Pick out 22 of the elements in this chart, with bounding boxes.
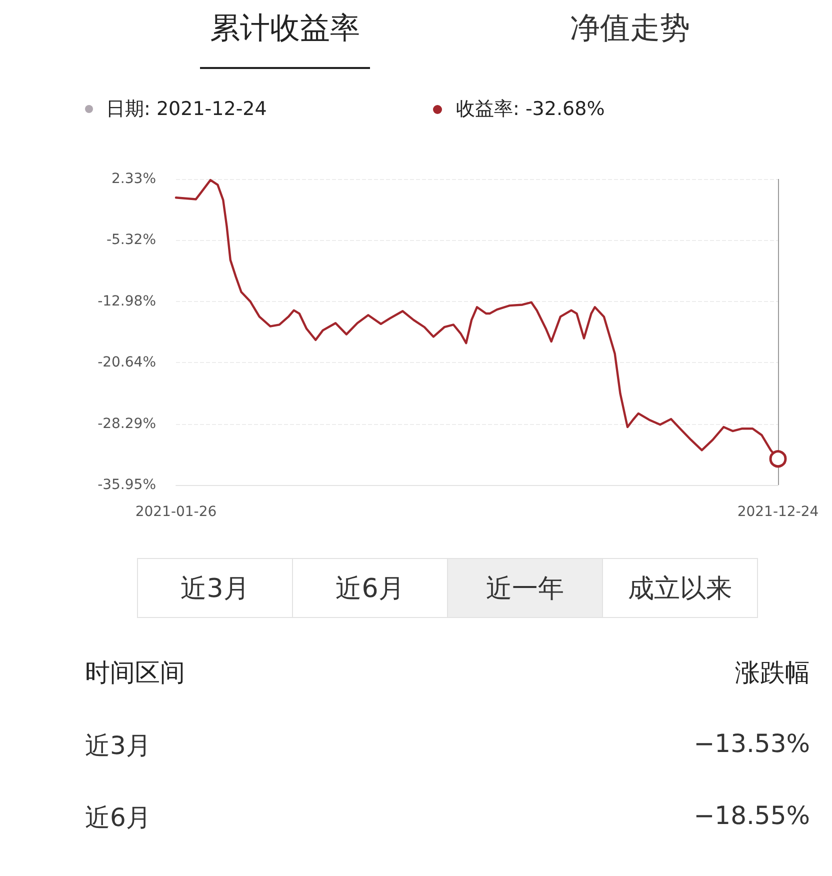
x-tick-label: 2021-12-24 (737, 504, 819, 520)
y-tick-label: -28.29% (98, 416, 156, 432)
y-tick-label: -12.98% (98, 293, 156, 310)
text: 成立以来 (602, 558, 758, 618)
text: 日期: 2021-12-24 (106, 97, 267, 122)
y-tick-label: 2.33% (112, 171, 156, 187)
x-tick-label: 2021-01-26 (135, 504, 217, 520)
text: 近6月 (85, 802, 151, 834)
y-tick-label: -20.64% (98, 354, 156, 371)
text: 净值走势 (569, 10, 691, 48)
y-tick-label: -5.32% (106, 232, 156, 248)
text: 收益率: -32.68% (456, 97, 605, 122)
text: 时间区间 (85, 657, 185, 689)
text: 近3月 (137, 558, 293, 618)
text: −13.53% (694, 729, 810, 758)
text: 近6月 (292, 558, 448, 618)
text: 近一年 (447, 558, 603, 618)
text: 涨跌幅 (735, 657, 810, 689)
y-tick-label: -35.95% (98, 477, 156, 493)
text: −18.55% (694, 801, 810, 830)
text: 近3月 (85, 730, 151, 762)
text: 累计收益率 (209, 10, 361, 48)
